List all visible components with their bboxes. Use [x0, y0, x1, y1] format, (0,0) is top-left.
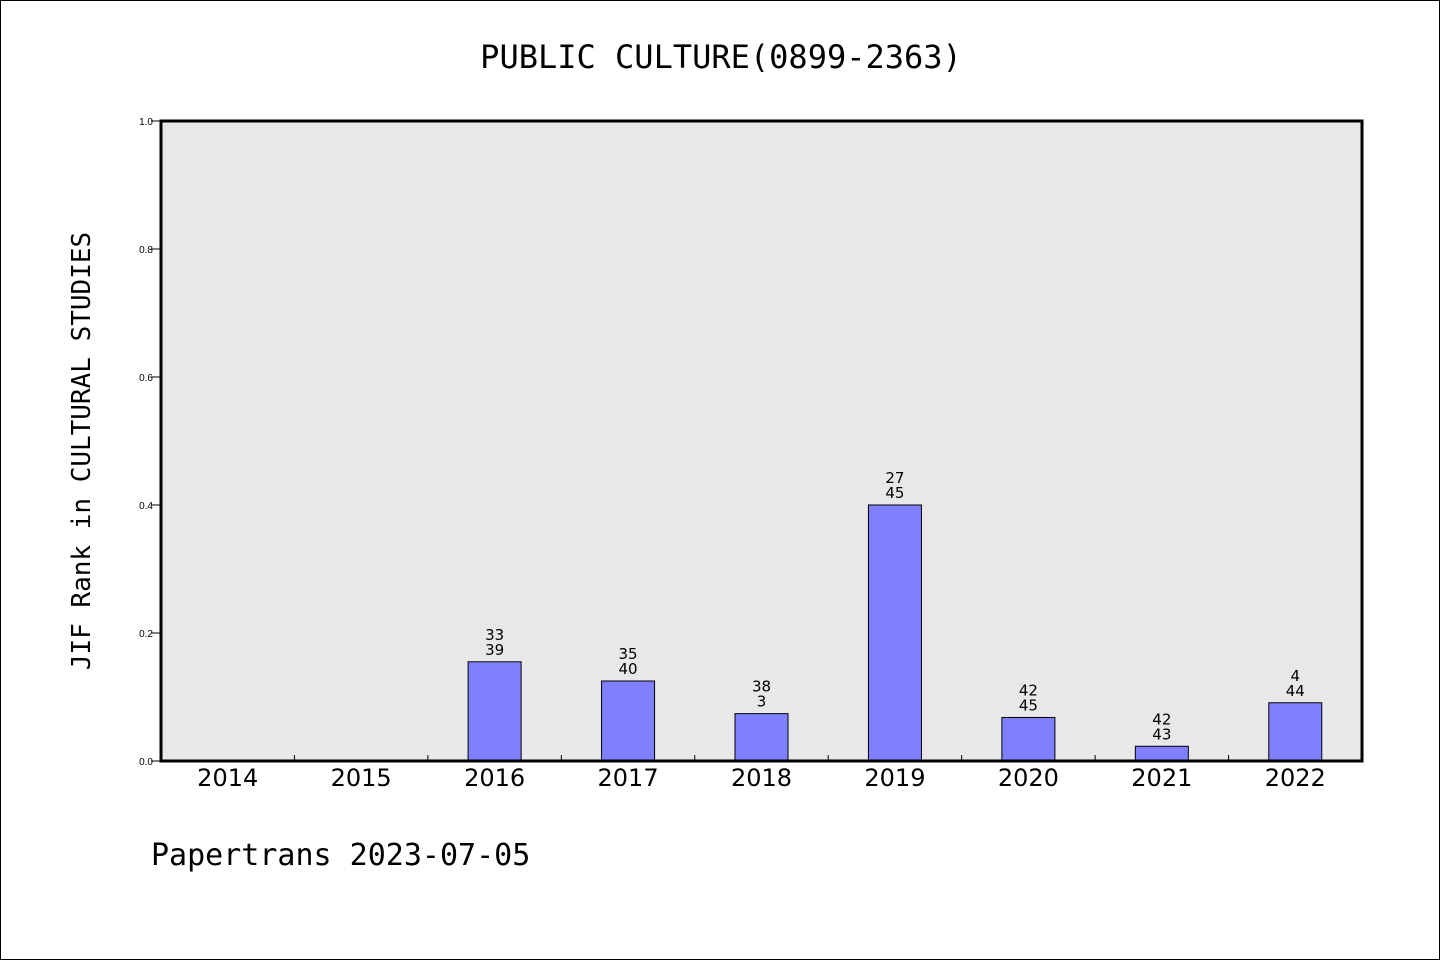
data-label-top: 42: [1152, 710, 1171, 728]
x-tick-label: 2021: [1131, 764, 1192, 792]
y-tick-label: 1.0: [139, 117, 153, 128]
data-label-bottom: 45: [1019, 696, 1038, 714]
bar-2020: [1001, 716, 1056, 762]
y-axis-label: JIF Rank in CULTURAL STUDIES: [67, 232, 97, 670]
bar-2022: [1268, 702, 1323, 762]
data-label-bottom: 39: [485, 641, 504, 659]
data-label-top: 33: [485, 626, 504, 644]
data-label-bottom: 40: [619, 660, 638, 678]
x-tick-label: 2015: [331, 764, 392, 792]
bars-group: [467, 504, 1323, 762]
y-tick-label: 0.2: [139, 629, 153, 640]
y-tick-label: 0.4: [139, 501, 153, 512]
y-tick-label: 0.0: [139, 757, 153, 768]
x-tick-label: 2019: [864, 764, 925, 792]
footer-credit: Papertrans 2023-07-05: [151, 838, 530, 873]
data-label-top: 38: [752, 678, 771, 696]
x-tick-label: 2017: [598, 764, 659, 792]
data-label-top: 4: [1291, 667, 1301, 685]
bar-2016: [467, 661, 522, 762]
bar-2021: [1134, 745, 1189, 762]
x-tick-label: 2014: [197, 764, 258, 792]
chart-title: PUBLIC CULTURE(0899-2363): [480, 38, 962, 76]
data-label-bottom: 45: [885, 484, 904, 502]
x-tick-label: 2016: [464, 764, 525, 792]
bar-2018: [734, 713, 789, 762]
x-tick-label: 2022: [1265, 764, 1326, 792]
data-label-top: 42: [1019, 681, 1038, 699]
axis-ticks-group: 0.0 0.2 0.4 0.6 0.8 1.0 2014 2015 2016 2017 2018 20…: [139, 117, 1326, 792]
bar-2017: [601, 680, 656, 762]
bar-2019: [867, 504, 922, 762]
y-tick-label: 0.6: [139, 373, 153, 384]
data-label-top: 27: [885, 469, 904, 487]
x-tick-label: 2020: [998, 764, 1059, 792]
data-label-bottom: 3: [757, 693, 767, 711]
y-tick-label: 0.8: [139, 245, 153, 256]
data-label-bottom: 44: [1286, 682, 1305, 700]
plot-frame: [159, 119, 1364, 763]
x-tick-label: 2018: [731, 764, 792, 792]
plot-area: [161, 121, 1362, 761]
data-label-top: 35: [619, 645, 638, 663]
data-label-bottom: 43: [1152, 725, 1171, 743]
